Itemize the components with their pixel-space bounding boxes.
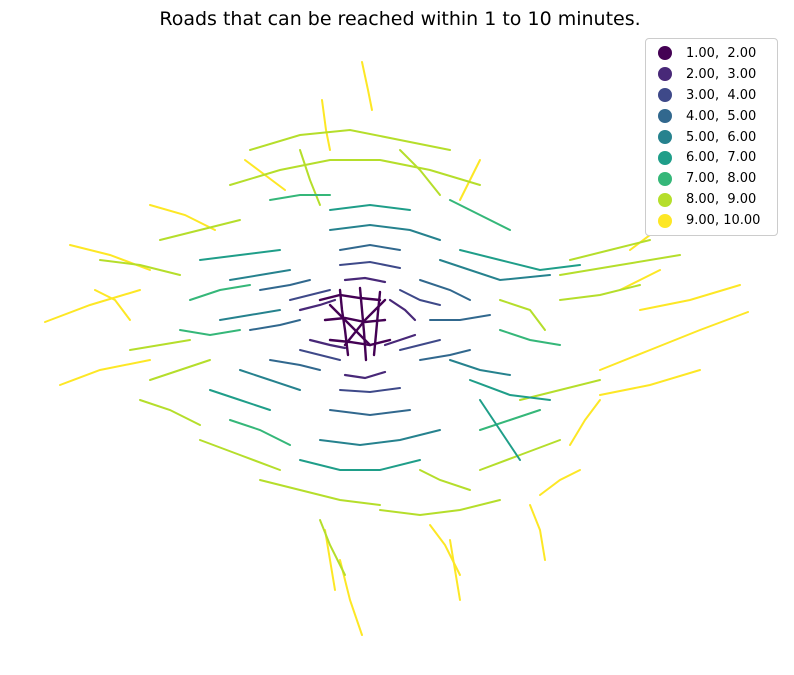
legend-label: 5.00, 6.00 [686,129,757,145]
roads-1-2-min [318,286,392,362]
roads-5-6-min [219,223,551,447]
legend-swatch-icon [658,192,672,207]
legend-swatch-icon [658,130,672,144]
legend-swatch-icon [658,67,672,82]
roads-9-10-min [44,61,749,636]
roads-6-8-min [179,194,561,446]
legend-label: 6.00, 7.00 [686,150,757,166]
roads-6-7-min [199,203,581,471]
legend-item: 9.00, 10.00 [654,210,771,231]
legend-item: 2.00, 3.00 [654,64,771,85]
legend-item: 1.00, 2.00 [654,43,771,64]
legend-swatch-icon [658,46,672,61]
roads-4-5-min [249,243,491,417]
map-legend: 1.00, 2.00 2.00, 3.00 3.00, 4.00 4.00, 5… [645,38,778,236]
legend-item: 4.00, 5.00 [654,106,771,127]
legend-label: 7.00, 8.00 [686,171,757,187]
legend-label: 8.00, 9.00 [686,192,757,208]
legend-item: 5.00, 6.00 [654,127,771,148]
roads-2-3-min [298,276,417,380]
legend-item: 7.00, 8.00 [654,168,771,189]
roads-8-9-min [99,128,681,576]
legend-label: 2.00, 3.00 [686,66,757,82]
map-title: Roads that can be reached within 1 to 10… [159,8,641,30]
legend-item: 8.00, 9.00 [654,189,771,210]
legend-label: 1.00, 2.00 [686,45,757,61]
legend-swatch-icon [658,150,672,165]
legend-item: 6.00, 7.00 [654,147,771,168]
roads-3-4-min [289,260,441,394]
legend-swatch-icon [658,88,672,103]
legend-swatch-icon [658,109,672,124]
legend-label: 3.00, 4.00 [686,87,757,103]
legend-label: 9.00, 10.00 [686,213,761,229]
legend-item: 3.00, 4.00 [654,85,771,106]
legend-swatch-icon [658,213,672,228]
legend-label: 4.00, 5.00 [686,108,757,124]
legend-swatch-icon [658,171,672,186]
